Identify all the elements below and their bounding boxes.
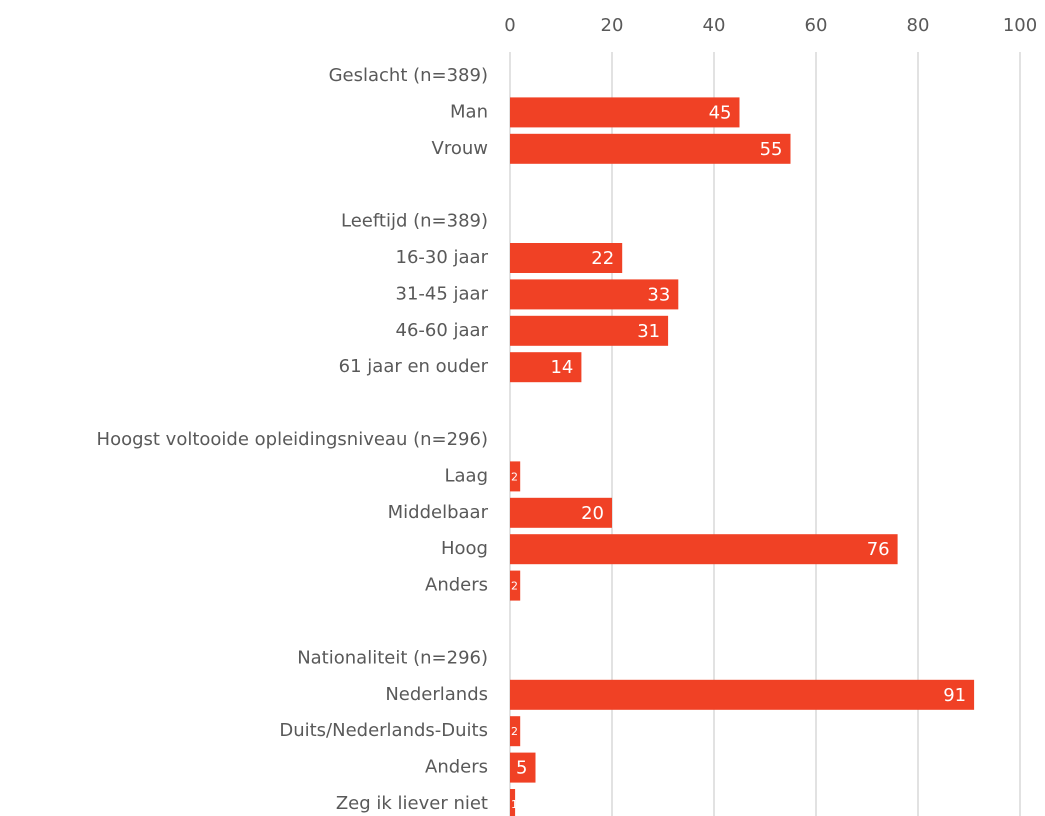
bar — [510, 461, 521, 492]
value-label: 55 — [760, 139, 783, 160]
x-tick-label: 0 — [504, 15, 515, 36]
bar — [510, 315, 669, 346]
bar — [510, 716, 521, 747]
x-tick-label: 40 — [703, 15, 726, 36]
bar — [510, 534, 898, 565]
bar — [510, 279, 679, 310]
value-label: 5 — [516, 758, 527, 779]
y-tick-label: Hoogst voltooide opleidingsniveau (n=296… — [97, 429, 488, 450]
value-label: 2 — [511, 580, 518, 593]
value-label: 2 — [511, 725, 518, 738]
y-tick-label: Man — [450, 101, 488, 122]
bar — [510, 789, 516, 816]
x-tick-label: 20 — [601, 15, 624, 36]
y-tick-label: Vrouw — [432, 138, 488, 159]
bar — [510, 752, 536, 783]
y-tick-label: 31-45 jaar — [396, 283, 489, 304]
y-tick-label: Laag — [444, 465, 488, 486]
value-label: 1 — [511, 798, 518, 811]
bar — [510, 97, 740, 128]
bar — [510, 352, 582, 383]
value-label: 45 — [709, 102, 732, 123]
y-tick-label: Middelbaar — [388, 502, 489, 523]
y-tick-label: 61 jaar en ouder — [339, 356, 489, 377]
value-label: 2 — [511, 470, 518, 483]
value-label: 33 — [647, 284, 670, 305]
y-tick-label: Geslacht (n=389) — [329, 65, 488, 86]
y-tick-label: Zeg ik liever niet — [336, 793, 488, 814]
y-tick-label: Nederlands — [385, 684, 488, 705]
value-label: 31 — [637, 321, 660, 342]
y-tick-label: Nationaliteit (n=296) — [297, 647, 488, 668]
value-label: 20 — [581, 503, 604, 524]
value-label: 91 — [943, 685, 966, 706]
x-tick-label: 100 — [1003, 15, 1037, 36]
bar — [510, 133, 791, 164]
y-tick-label: 46-60 jaar — [396, 320, 489, 341]
y-tick-label: Anders — [425, 757, 488, 778]
y-tick-label: Hoog — [441, 538, 488, 559]
value-label: 22 — [591, 248, 614, 269]
y-tick-label: Leeftijd (n=389) — [341, 211, 488, 232]
value-label: 76 — [867, 539, 890, 560]
bar — [510, 497, 612, 528]
bar — [510, 570, 521, 601]
y-tick-label: 16-30 jaar — [396, 247, 489, 268]
y-tick-label: Duits/Nederlands-Duits — [279, 720, 488, 741]
x-tick-label: 80 — [907, 15, 930, 36]
bar — [510, 243, 623, 273]
value-label: 14 — [550, 357, 573, 378]
x-tick-label: 60 — [805, 15, 828, 36]
bar — [510, 679, 975, 710]
y-tick-label: Anders — [425, 575, 488, 596]
